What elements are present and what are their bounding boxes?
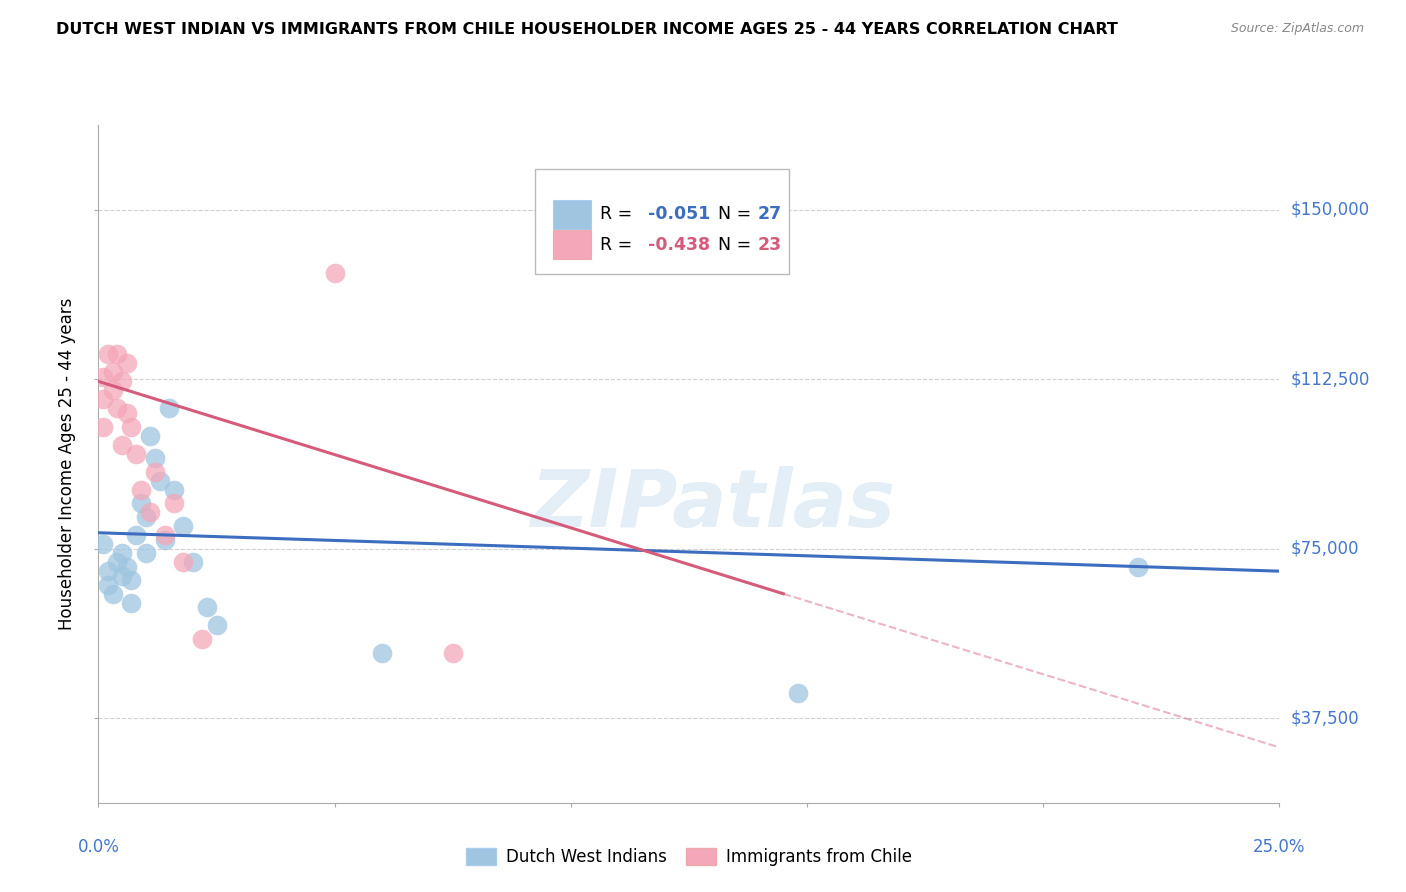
Point — [91, 392, 114, 407]
Point — [97, 578, 120, 592]
Point — [121, 419, 143, 434]
Point — [121, 573, 143, 587]
Point — [195, 600, 218, 615]
Point — [115, 559, 138, 574]
Point — [153, 533, 176, 547]
Point — [125, 447, 148, 461]
Point — [125, 528, 148, 542]
Point — [135, 546, 157, 560]
Point — [172, 519, 194, 533]
Text: $112,500: $112,500 — [1291, 370, 1369, 388]
Point — [111, 375, 134, 389]
Point — [163, 496, 186, 510]
Text: 0.0%: 0.0% — [77, 838, 120, 855]
Text: DUTCH WEST INDIAN VS IMMIGRANTS FROM CHILE HOUSEHOLDER INCOME AGES 25 - 44 YEARS: DUTCH WEST INDIAN VS IMMIGRANTS FROM CHI… — [56, 22, 1118, 37]
Point — [157, 401, 180, 416]
Point — [91, 419, 114, 434]
Point — [786, 686, 808, 700]
Point — [163, 483, 186, 497]
Point — [111, 568, 134, 582]
Text: N =: N = — [707, 235, 756, 253]
Point — [121, 596, 143, 610]
Point — [191, 632, 214, 646]
Point — [441, 646, 464, 660]
Text: $150,000: $150,000 — [1291, 201, 1369, 219]
Text: 27: 27 — [758, 205, 782, 223]
Point — [371, 646, 394, 660]
Point — [115, 356, 138, 370]
Point — [139, 505, 162, 519]
Point — [129, 496, 152, 510]
Text: R =: R = — [600, 205, 638, 223]
Text: ZIPatlas: ZIPatlas — [530, 466, 896, 543]
Point — [97, 564, 120, 578]
Text: -0.051: -0.051 — [648, 205, 710, 223]
Point — [97, 347, 120, 361]
Text: -0.438: -0.438 — [648, 235, 710, 253]
Text: 23: 23 — [758, 235, 782, 253]
Point — [101, 365, 124, 379]
Point — [143, 465, 166, 479]
Point — [135, 510, 157, 524]
Text: R =: R = — [600, 235, 638, 253]
Point — [149, 474, 172, 488]
Text: $37,500: $37,500 — [1291, 709, 1360, 727]
Point — [101, 587, 124, 601]
Point — [111, 437, 134, 451]
Point — [205, 618, 228, 632]
Text: N =: N = — [707, 205, 756, 223]
Point — [91, 537, 114, 551]
Point — [323, 266, 346, 280]
Point — [91, 369, 114, 384]
Text: Source: ZipAtlas.com: Source: ZipAtlas.com — [1230, 22, 1364, 36]
Point — [105, 347, 128, 361]
Point — [172, 555, 194, 569]
Point — [181, 555, 204, 569]
Text: $75,000: $75,000 — [1291, 540, 1360, 558]
Point — [105, 401, 128, 416]
Point — [139, 428, 162, 442]
Point — [1126, 559, 1149, 574]
Point — [143, 451, 166, 466]
Y-axis label: Householder Income Ages 25 - 44 years: Householder Income Ages 25 - 44 years — [58, 298, 76, 630]
Point — [115, 406, 138, 420]
Point — [111, 546, 134, 560]
Text: 25.0%: 25.0% — [1253, 838, 1306, 855]
Point — [101, 384, 124, 398]
Point — [105, 555, 128, 569]
Legend: Dutch West Indians, Immigrants from Chile: Dutch West Indians, Immigrants from Chil… — [458, 841, 920, 872]
Point — [129, 483, 152, 497]
Point — [153, 528, 176, 542]
